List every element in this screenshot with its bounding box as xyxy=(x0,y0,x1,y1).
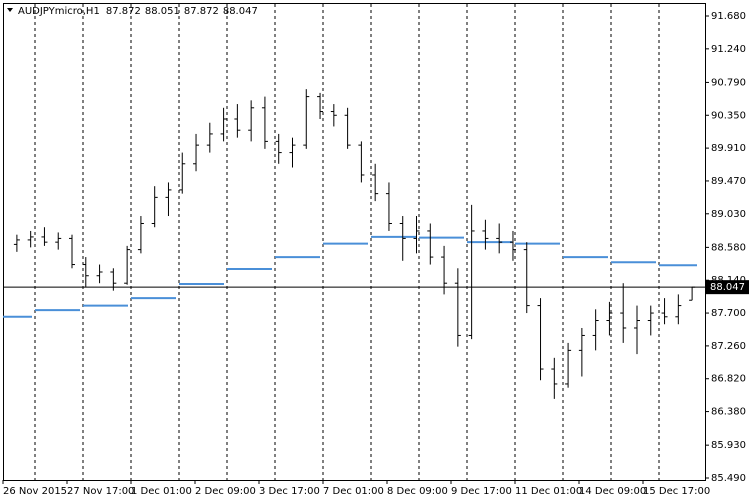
y-tick-label: 91.680 xyxy=(711,11,746,22)
y-tick-label: 89.910 xyxy=(711,143,746,154)
last-close: 88.047 xyxy=(223,6,258,17)
y-tick-label: 90.350 xyxy=(711,110,746,121)
y-tick-label: 85.490 xyxy=(711,473,746,484)
x-tick-label: 14 Dec 09:00 xyxy=(579,486,646,497)
y-tick-label: 86.820 xyxy=(711,374,746,385)
x-tick-label: 26 Nov 2015 xyxy=(3,486,67,497)
price-label-box xyxy=(706,280,749,295)
y-tick-label: 87.700 xyxy=(711,308,746,319)
x-tick-label: 11 Dec 01:00 xyxy=(515,486,582,497)
last-open: 87.872 xyxy=(106,6,141,17)
chart-title: AUDJPYmicro,H1 87.872 88.051 87.872 88.047 xyxy=(18,6,258,17)
x-tick-label: 15 Dec 17:00 xyxy=(643,486,710,497)
x-tick-label: 27 Nov 17:00 xyxy=(67,486,134,497)
y-tick-label: 89.030 xyxy=(711,209,746,220)
last-low: 87.872 xyxy=(184,6,219,17)
x-tick-label: 9 Dec 17:00 xyxy=(451,486,512,497)
menu-icon xyxy=(7,8,13,12)
y-tick-label: 90.790 xyxy=(711,77,746,88)
y-tick-label: 89.470 xyxy=(711,176,746,187)
x-tick-label: 7 Dec 01:00 xyxy=(323,486,384,497)
y-tick-label: 88.580 xyxy=(711,242,746,253)
y-tick-label: 86.380 xyxy=(711,407,746,418)
x-tick-label: 3 Dec 17:00 xyxy=(259,486,320,497)
y-tick-label: 87.260 xyxy=(711,341,746,352)
x-tick-label: 1 Dec 01:00 xyxy=(131,486,192,497)
last-high: 88.051 xyxy=(145,6,180,17)
price-label: 88.047 xyxy=(710,282,745,293)
x-tick-label: 8 Dec 09:00 xyxy=(387,486,448,497)
y-tick-label: 85.930 xyxy=(711,440,746,451)
plot-frame xyxy=(3,3,706,481)
y-tick-label: 91.240 xyxy=(711,44,746,55)
symbol: AUDJPYmicro,H1 xyxy=(18,6,100,17)
x-tick-label: 2 Dec 09:00 xyxy=(195,486,256,497)
